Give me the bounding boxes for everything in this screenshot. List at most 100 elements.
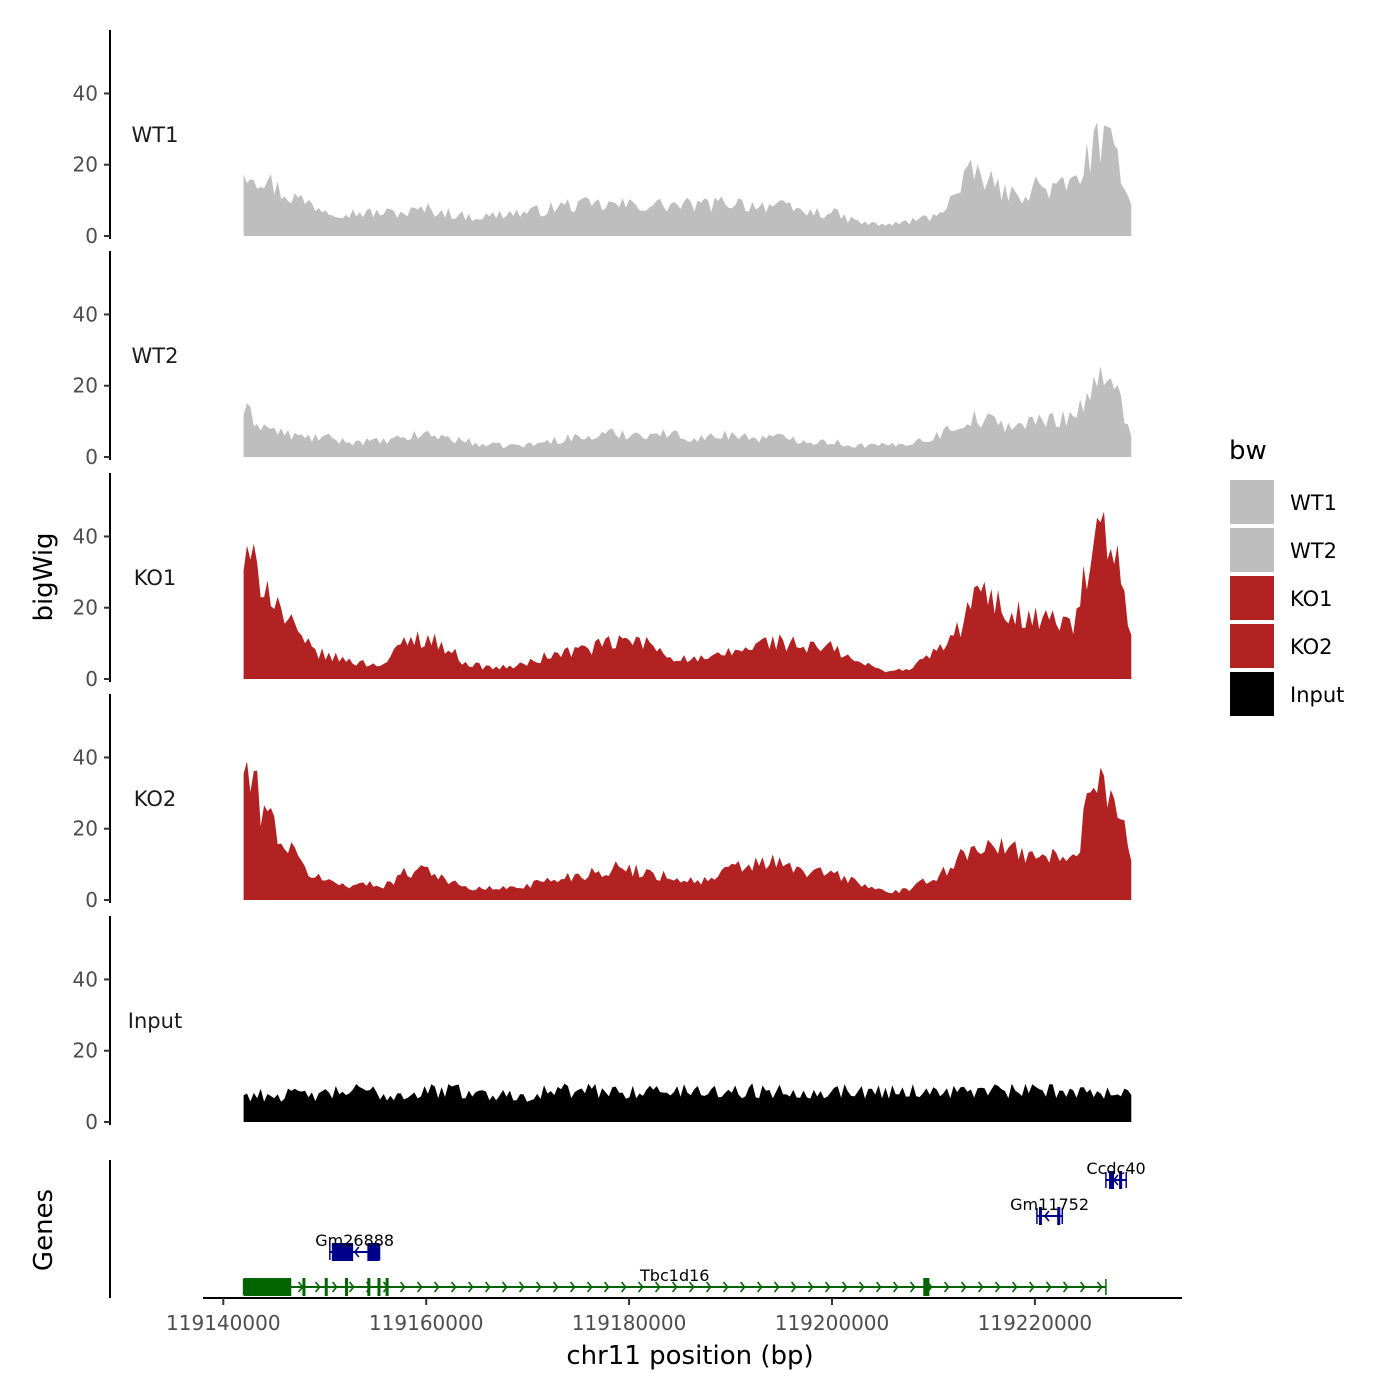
x-tick-label-2: 119180000: [572, 1311, 687, 1335]
y-tick-label-wt1-40: 40: [73, 81, 98, 105]
exon-tbc1d16: [243, 1278, 292, 1296]
y-tick-label-wt2-40: 40: [73, 302, 98, 326]
track-wt2: 0 20 40 WT2: [73, 251, 1132, 469]
strand-arrow-tbc1d16: [739, 1281, 746, 1293]
strand-arrow-tbc1d16: [637, 1281, 644, 1293]
strand-arrow-tbc1d16: [467, 1281, 474, 1293]
exon-tbc1d16: [367, 1278, 371, 1296]
exon-ccdc40: [1119, 1171, 1123, 1189]
strand-arrow-tbc1d16: [875, 1281, 882, 1293]
legend-label-ko1: KO1: [1290, 587, 1333, 611]
strand-arrow-tbc1d16: [569, 1281, 576, 1293]
y-tick-label-wt2-20: 20: [73, 374, 98, 398]
strand-arrow-tbc1d16: [1079, 1281, 1086, 1293]
area-ko1: [243, 511, 1132, 679]
y-tick-label-ko2-20: 20: [73, 817, 98, 841]
gene-label-tbc1d16: Tbc1d16: [639, 1266, 709, 1285]
y-axis-title: bigWig: [29, 532, 59, 621]
exon-ccdc40: [1108, 1171, 1115, 1189]
legend-label-ko2: KO2: [1290, 635, 1333, 659]
strand-arrow-tbc1d16: [858, 1281, 865, 1293]
strand-arrow-tbc1d16: [314, 1281, 321, 1293]
strand-arrow-tbc1d16: [603, 1281, 610, 1293]
track-ko2: 0 20 40 KO2: [73, 694, 1132, 912]
legend: WT1 WT2 KO1 KO2 Input: [1230, 480, 1344, 716]
gene-tbc1d16: Tbc1d16: [242, 1266, 1107, 1296]
strand-arrow-tbc1d16: [552, 1281, 559, 1293]
track-input: 0 20 40 Input: [73, 916, 1132, 1134]
strand-arrow-gm26888: [353, 1246, 360, 1258]
track-label-wt2: WT2: [132, 344, 179, 368]
track-label-ko2: KO2: [134, 787, 177, 811]
track-label-ko1: KO1: [134, 566, 177, 590]
strand-arrow-tbc1d16: [450, 1281, 457, 1293]
strand-arrow-tbc1d16: [1028, 1281, 1035, 1293]
x-tick-label-3: 119200000: [775, 1311, 890, 1335]
strand-arrow-tbc1d16: [348, 1281, 355, 1293]
legend-label-input: Input: [1290, 683, 1344, 707]
strand-arrow-gm11752: [1043, 1210, 1050, 1222]
legend-swatch-ko1: [1230, 576, 1274, 620]
exon-tbc1d16: [324, 1278, 328, 1296]
strand-arrow-tbc1d16: [518, 1281, 525, 1293]
legend-swatch-wt2: [1230, 528, 1274, 572]
strand-arrow-tbc1d16: [1062, 1281, 1069, 1293]
track-wt1: 0 20 40 WT1: [73, 30, 1132, 248]
exon-gm11752: [1057, 1207, 1061, 1225]
strand-arrow-tbc1d16: [484, 1281, 491, 1293]
area-wt1: [243, 122, 1132, 236]
gene-label-gm26888: Gm26888: [315, 1231, 394, 1250]
strand-arrow-tbc1d16: [705, 1281, 712, 1293]
gene-gm26888: Gm26888: [315, 1231, 394, 1261]
y-tick-label-ko1-20: 20: [73, 596, 98, 620]
x-axis-title: chr11 position (bp): [566, 1341, 813, 1371]
strand-arrow-tbc1d16: [892, 1281, 899, 1293]
y-tick-label-wt1-20: 20: [73, 153, 98, 177]
strand-arrow-tbc1d16: [1011, 1281, 1018, 1293]
strand-arrow-tbc1d16: [824, 1281, 831, 1293]
strand-arrow-tbc1d16: [671, 1281, 678, 1293]
legend-label-wt2: WT2: [1290, 539, 1337, 563]
exon-gm26888: [367, 1243, 380, 1261]
gene-ccdc40: Ccdc40: [1086, 1159, 1146, 1189]
strand-arrow-tbc1d16: [960, 1281, 967, 1293]
strand-arrow-tbc1d16: [773, 1281, 780, 1293]
area-input: [243, 1083, 1132, 1122]
x-tick-label-1: 119160000: [369, 1311, 484, 1335]
x-tick-label-0: 119140000: [166, 1311, 281, 1335]
y-tick-label-input-0: 0: [85, 1110, 98, 1134]
strand-arrow-tbc1d16: [807, 1281, 814, 1293]
legend-label-wt1: WT1: [1290, 491, 1337, 515]
strand-arrow-tbc1d16: [756, 1281, 763, 1293]
track-label-input: Input: [128, 1009, 182, 1033]
legend-swatch-input: [1230, 672, 1274, 716]
signal-tracks: 0 20 40 WT1 0 20 40 WT2 0 20 40 KO1 0 20 40 KO2 0 20 40 Inp…: [73, 30, 1132, 1134]
y-tick-label-ko2-40: 40: [73, 745, 98, 769]
gene-label-ccdc40: Ccdc40: [1086, 1159, 1145, 1178]
strand-arrow-tbc1d16: [399, 1281, 406, 1293]
exon-tbc1d16: [377, 1278, 381, 1296]
strand-arrow-tbc1d16: [586, 1281, 593, 1293]
strand-arrow-tbc1d16: [790, 1281, 797, 1293]
strand-arrow-tbc1d16: [416, 1281, 423, 1293]
genes-track-title: Genes: [29, 1189, 59, 1271]
strand-arrow-tbc1d16: [535, 1281, 542, 1293]
exon-tbc1d16: [385, 1278, 389, 1296]
y-tick-label-ko1-40: 40: [73, 524, 98, 548]
gene-track: Tbc1d16 Gm26888 Gm11752 Ccdc40: [109, 1159, 1146, 1298]
strand-arrow-tbc1d16: [909, 1281, 916, 1293]
strand-arrow-tbc1d16: [620, 1281, 627, 1293]
track-ko1: 0 20 40 KO1: [73, 473, 1132, 691]
strand-arrow-tbc1d16: [501, 1281, 508, 1293]
strand-arrow-tbc1d16: [331, 1281, 338, 1293]
legend-swatch-wt1: [1230, 480, 1274, 524]
x-tick-label-4: 119220000: [978, 1311, 1093, 1335]
strand-arrow-tbc1d16: [1045, 1281, 1052, 1293]
area-ko2: [243, 761, 1132, 900]
exon-tbc1d16: [923, 1278, 930, 1296]
strand-arrow-tbc1d16: [722, 1281, 729, 1293]
exon-gm26888: [331, 1243, 354, 1261]
gene-label-gm11752: Gm11752: [1010, 1195, 1089, 1214]
gene-gm11752: Gm11752: [1010, 1195, 1089, 1225]
exon-tbc1d16: [345, 1278, 349, 1296]
